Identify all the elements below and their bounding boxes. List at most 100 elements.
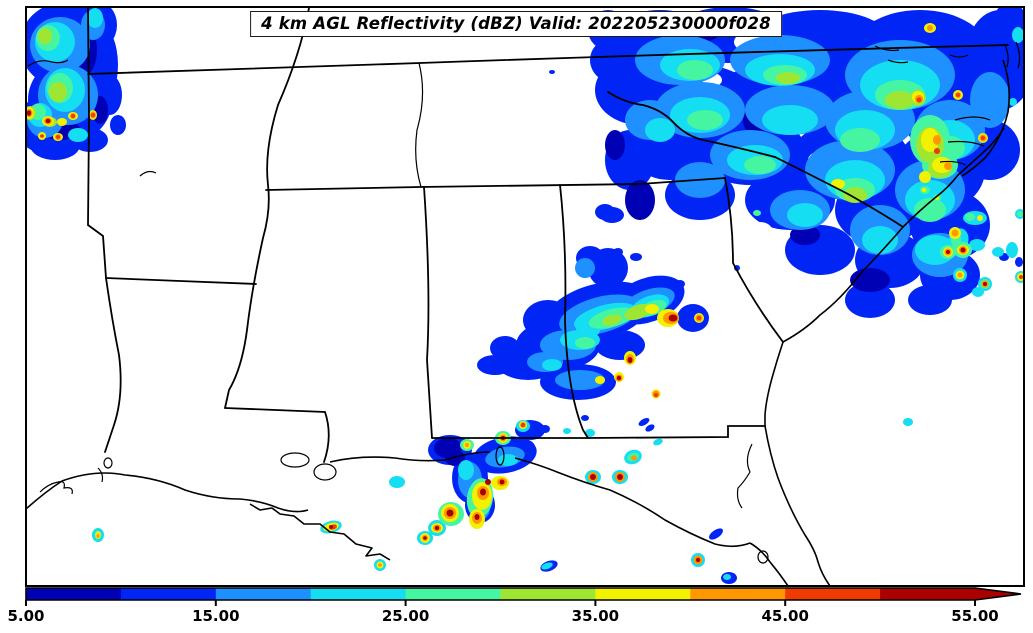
radar-cell — [575, 258, 595, 278]
radar-cell — [638, 418, 650, 426]
colorbar-tick-label: 25.00 — [382, 607, 429, 625]
radar-cell — [68, 128, 88, 142]
radar-cell — [951, 229, 959, 237]
radar-cell — [1004, 8, 1023, 30]
radar-cell — [1009, 98, 1017, 106]
radar-cell — [540, 425, 550, 433]
radar-cell — [625, 180, 655, 220]
radar-cell — [845, 282, 895, 318]
radar-cell — [919, 171, 931, 183]
radar-cell — [753, 210, 761, 216]
radar-cell — [762, 105, 818, 135]
radar-cell — [617, 474, 623, 480]
radar-cell — [1007, 45, 1017, 55]
radar-cell — [520, 422, 526, 428]
radar-cell — [921, 188, 927, 192]
radar-cell — [748, 222, 772, 238]
coastline — [764, 341, 784, 426]
river-line — [97, 467, 104, 483]
radar-cell — [960, 247, 966, 253]
colorbar-border — [25, 587, 1022, 601]
radar-cell — [677, 60, 713, 80]
coastline — [764, 425, 831, 585]
radar-cell — [653, 438, 663, 446]
radar-cell — [668, 314, 678, 322]
radar-cell — [843, 187, 867, 203]
radar-cell — [45, 118, 51, 124]
radar-cell — [541, 562, 553, 570]
river-line — [954, 116, 991, 121]
radar-cell — [490, 336, 520, 360]
river-line — [1004, 44, 1009, 68]
radar-cell — [969, 239, 985, 251]
radar-cell — [87, 8, 103, 28]
radar-cell — [933, 135, 941, 145]
radar-cell — [970, 72, 1010, 128]
radar-cell — [595, 204, 615, 220]
radar-cell — [458, 460, 474, 480]
radar-cell — [56, 135, 60, 139]
radar-cell — [653, 392, 659, 398]
river-line — [947, 140, 985, 147]
radar-cell — [885, 91, 915, 109]
lake-outline — [313, 463, 337, 481]
radar-cell — [49, 82, 67, 102]
radar-cell — [581, 415, 589, 421]
radar-cell — [944, 162, 952, 170]
radar-cell — [485, 479, 491, 485]
radar-cell — [477, 355, 513, 375]
colorbar-tick-label: 45.00 — [761, 607, 808, 625]
radar-cell — [575, 337, 595, 349]
radar-cell — [563, 428, 571, 434]
colorbar-segment — [880, 588, 976, 600]
radar-cell — [1019, 275, 1023, 279]
river-line — [415, 62, 424, 188]
radar-cell — [697, 316, 701, 320]
radar-cell — [96, 534, 100, 538]
radar-cell — [613, 248, 623, 256]
river-line — [39, 481, 73, 495]
colorbar-segment — [405, 588, 501, 600]
radar-cell — [630, 253, 642, 261]
radar-cell — [1006, 242, 1018, 258]
radar-cell — [914, 198, 946, 222]
radar-cell — [1015, 257, 1023, 267]
radar-cell — [787, 203, 823, 227]
radar-cell — [903, 418, 913, 426]
radar-cell — [110, 115, 126, 135]
radar-cell — [605, 130, 625, 160]
radar-cell — [616, 375, 622, 381]
coastline — [902, 127, 1005, 228]
radar-cell — [590, 474, 596, 480]
radar-cell — [992, 247, 1004, 257]
radar-cell — [445, 450, 465, 466]
lake-outline — [757, 550, 769, 564]
river-line — [27, 59, 69, 67]
radar-cell — [38, 28, 52, 44]
radar-cell — [956, 93, 960, 97]
colorbar-tick-label: 55.00 — [951, 607, 998, 625]
state-border-line — [724, 177, 784, 343]
state-border-line — [224, 407, 330, 463]
radar-cell — [446, 509, 454, 517]
radar-cell — [831, 179, 845, 189]
map-title: 4 km AGL Reflectivity (dBZ) Valid: 20220… — [261, 14, 771, 33]
state-border-line — [559, 184, 589, 439]
radar-cell — [542, 359, 562, 371]
coastline — [329, 451, 491, 463]
colorbar-segment — [500, 588, 596, 600]
state-border-line — [423, 186, 433, 439]
radar-cell — [645, 424, 655, 432]
radar-cell — [965, 213, 975, 221]
radar-cell — [329, 525, 333, 529]
radar-cell — [983, 282, 987, 286]
radar-cell — [480, 488, 486, 496]
radar-cell — [71, 114, 75, 118]
colorbar-segment — [785, 588, 881, 600]
radar-cell — [981, 136, 985, 140]
radar-cell — [423, 536, 427, 540]
radar-cell — [595, 376, 605, 384]
state-border-line — [87, 8, 107, 279]
radar-cell — [723, 574, 731, 580]
